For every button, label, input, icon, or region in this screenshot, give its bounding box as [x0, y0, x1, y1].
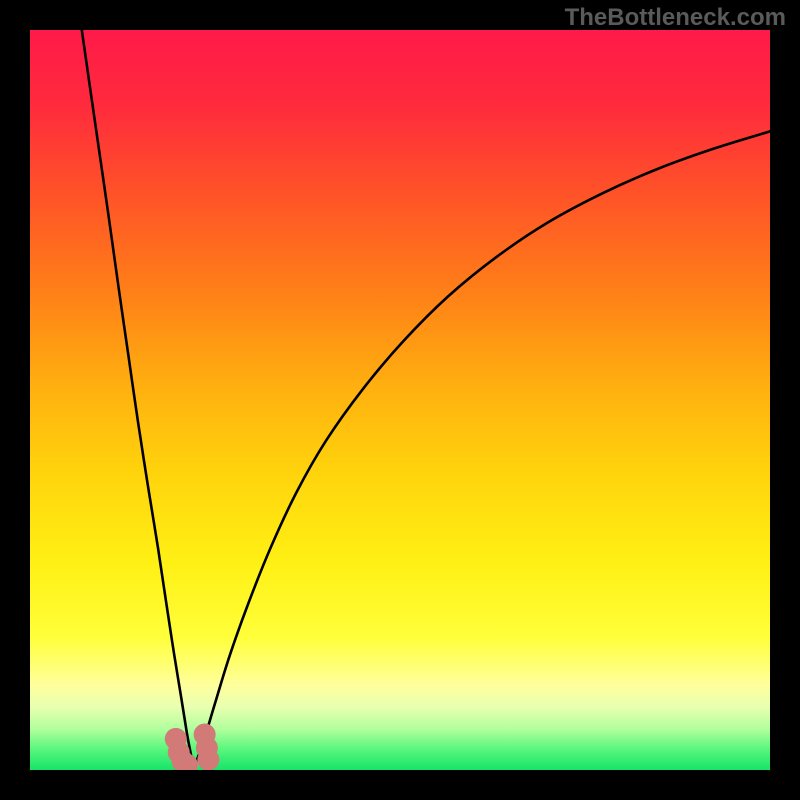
marker-cluster-right [197, 749, 219, 770]
plot-frame [30, 30, 770, 770]
gradient-background [30, 30, 770, 770]
plot-area [30, 30, 770, 770]
watermark-text: TheBottleneck.com [565, 4, 786, 32]
chart-root: TheBottleneck.com [0, 0, 800, 800]
